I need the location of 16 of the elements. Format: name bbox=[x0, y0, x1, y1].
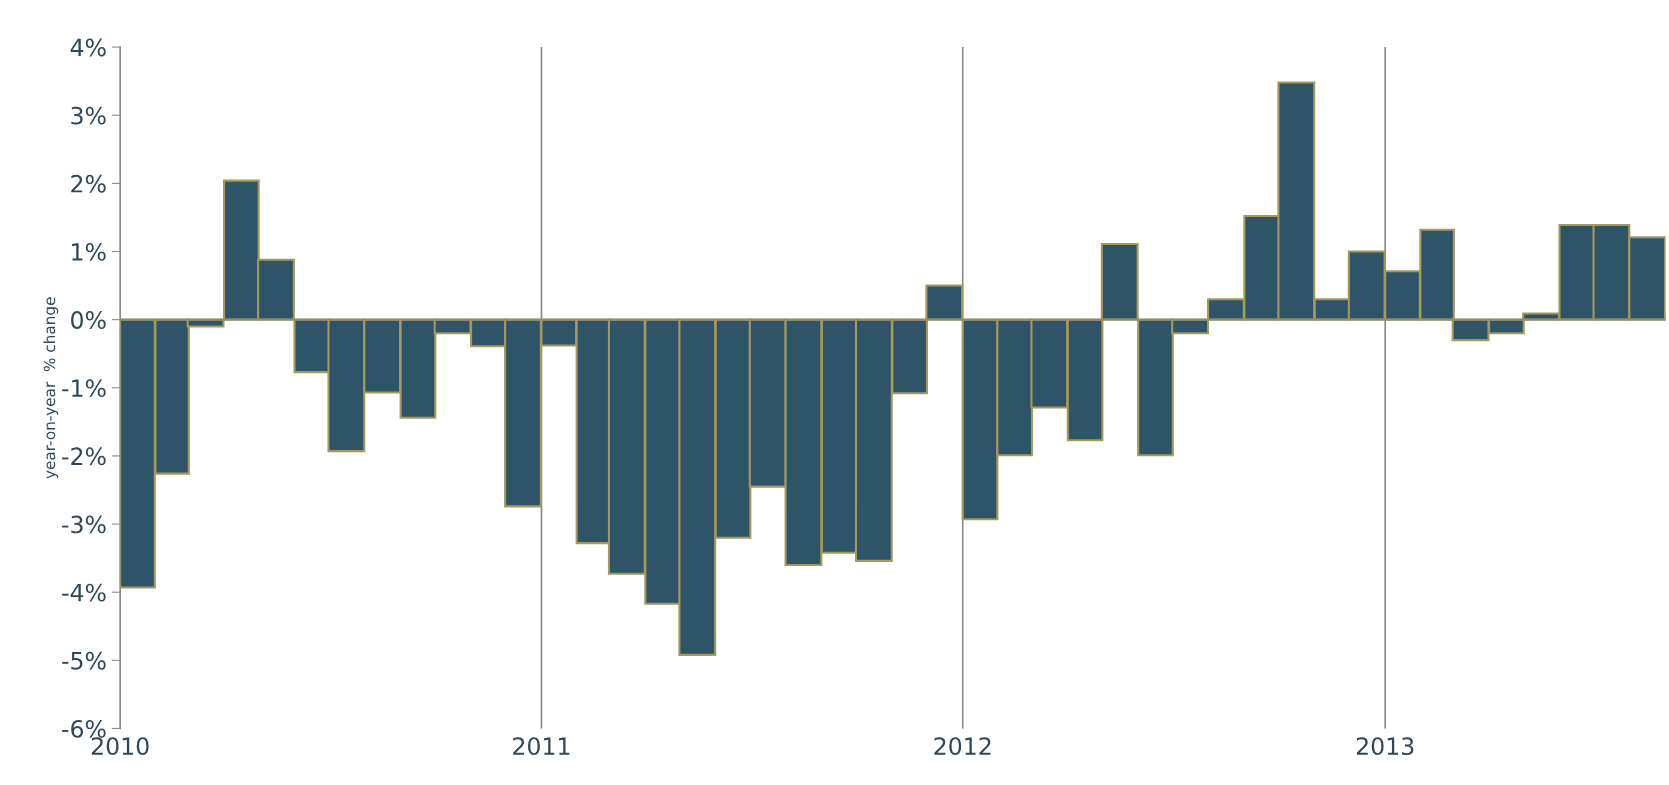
y-tick-label: 3% bbox=[71, 106, 106, 125]
x-tick-label: 2010 bbox=[91, 737, 149, 756]
x-tick-label: 2011 bbox=[513, 737, 570, 756]
y-tick-label: -4% bbox=[62, 583, 106, 602]
x-tick-label: 2012 bbox=[934, 737, 991, 756]
y-tick-label: 0% bbox=[71, 311, 106, 329]
x-tick-label: 2013 bbox=[1356, 737, 1414, 756]
y-tick-label: 1% bbox=[72, 242, 106, 261]
y-tick-label: -6% bbox=[62, 719, 106, 738]
y-tick-label: -1% bbox=[62, 379, 106, 398]
y-tick-label: 2% bbox=[71, 174, 106, 193]
y-tick-label: -3% bbox=[62, 515, 106, 534]
y-axis-title: year-on-year % change bbox=[43, 297, 59, 479]
y-tick-label: -5% bbox=[62, 651, 106, 670]
y-tick-label: 4% bbox=[70, 38, 106, 57]
y-tick-label: -2% bbox=[62, 447, 106, 466]
